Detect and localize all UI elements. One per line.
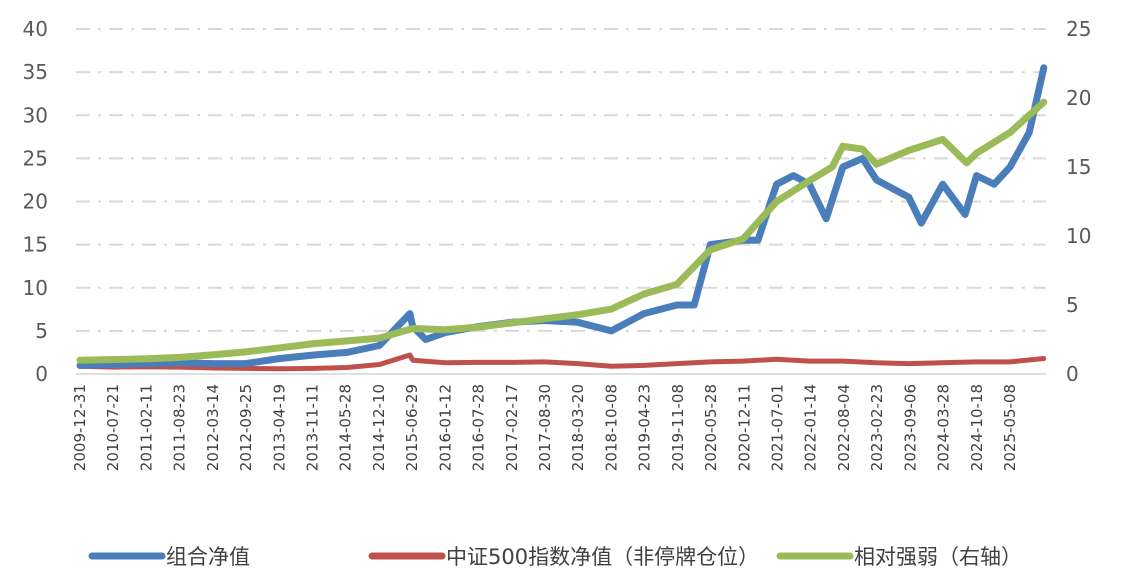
x-tick-label: 2024-10-18 — [968, 384, 986, 471]
legend-label: 相对强弱（右轴） — [854, 545, 1022, 569]
y-left-tick-label: 20 — [23, 190, 48, 214]
y-right-tick-label: 10 — [1066, 224, 1091, 248]
series-line-1 — [77, 352, 1047, 372]
x-tick-label: 2018-10-08 — [602, 384, 620, 471]
x-tick-label: 2020-05-28 — [702, 384, 720, 471]
x-tick-label: 2010-07-21 — [104, 384, 122, 471]
x-tick-label: 2016-07-28 — [470, 384, 488, 471]
y-left-tick-label: 30 — [23, 103, 48, 127]
x-axis: 2009-12-31 2010-07-21 2011-02-11 2011-08-23… — [71, 384, 1019, 471]
y-left-tick-label: 15 — [23, 233, 48, 257]
y-right-tick-label: 25 — [1066, 17, 1091, 41]
x-tick-label: 2013-04-19 — [270, 384, 288, 471]
y-right-tick-label: 20 — [1066, 86, 1091, 110]
x-tick-label: 2022-08-04 — [835, 384, 853, 471]
y-axis-left: 0 5 10 15 20 25 30 35 40 — [23, 17, 48, 386]
x-tick-label: 2011-02-11 — [137, 384, 155, 471]
x-tick-label: 2015-06-29 — [403, 384, 421, 471]
x-tick-label: 2023-02-23 — [868, 384, 886, 471]
x-tick-label: 2012-03-14 — [204, 384, 222, 471]
gridlines — [76, 28, 1046, 332]
x-tick-label: 2024-03-28 — [935, 384, 953, 471]
x-tick-label: 2019-11-08 — [669, 384, 687, 471]
series-line-2 — [76, 98, 1048, 364]
y-left-tick-label: 5 — [35, 319, 48, 343]
y-left-tick-label: 25 — [23, 146, 48, 170]
legend-label: 中证500指数净值（非停牌仓位） — [446, 545, 759, 569]
x-tick-label: 2018-03-20 — [569, 384, 587, 471]
y-right-tick-label: 0 — [1066, 362, 1079, 386]
x-tick-label: 2021-07-01 — [769, 384, 787, 471]
series-lines — [76, 64, 1048, 372]
y-right-tick-label: 5 — [1066, 293, 1079, 317]
x-tick-label: 2023-09-06 — [901, 384, 919, 471]
x-tick-label: 2022-01-14 — [802, 384, 820, 471]
x-tick-label: 2013-11-11 — [304, 384, 322, 471]
x-tick-label: 2017-02-17 — [503, 384, 521, 471]
legend: 组合净值 中证500指数净值（非停牌仓位） 相对强弱（右轴） — [88, 545, 1022, 569]
y-right-tick-label: 15 — [1066, 155, 1091, 179]
x-tick-label: 2019-04-23 — [636, 384, 654, 471]
series-line-0 — [76, 64, 1048, 369]
x-tick-label: 2017-08-30 — [536, 384, 554, 471]
x-tick-label: 2011-08-23 — [171, 384, 189, 471]
x-tick-label: 2016-01-12 — [436, 384, 454, 471]
y-axis-right: 0 5 10 15 20 25 — [1066, 17, 1091, 386]
y-left-tick-label: 10 — [23, 276, 48, 300]
x-tick-label: 2014-05-28 — [337, 384, 355, 471]
x-tick-label: 2020-12-11 — [735, 384, 753, 471]
x-tick-label: 2025-05-08 — [1001, 384, 1019, 471]
y-left-tick-label: 35 — [23, 60, 48, 84]
x-tick-label: 2012-09-25 — [237, 384, 255, 471]
legend-label: 组合净值 — [166, 545, 250, 569]
y-left-tick-label: 40 — [23, 17, 48, 41]
x-tick-label: 2014-12-10 — [370, 384, 388, 471]
x-tick-label: 2009-12-31 — [71, 384, 89, 471]
y-left-tick-label: 0 — [35, 362, 48, 386]
